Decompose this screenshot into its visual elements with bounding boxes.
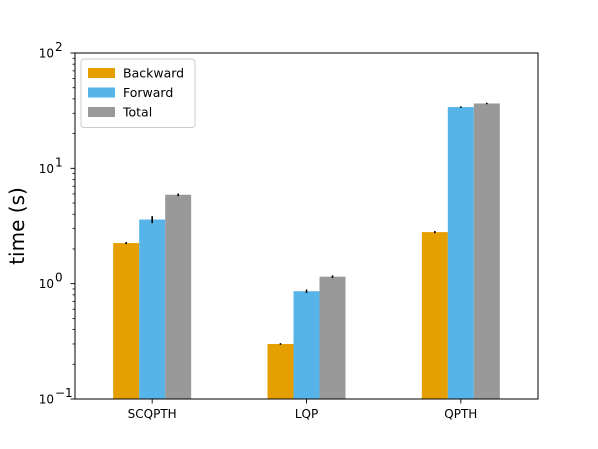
y-tick-label: 10 — [39, 47, 54, 61]
bar-backward-lqp — [267, 343, 294, 399]
bar-backward-scqpth — [113, 243, 140, 399]
y-axis-label: time (s) — [5, 187, 29, 265]
y-tick-exponent: 2 — [55, 40, 63, 54]
bar-forward-scqpth — [139, 219, 166, 399]
legend-label: Forward — [123, 85, 173, 100]
bars — [113, 103, 500, 399]
y-tick-label: 10 — [39, 277, 54, 291]
legend: Backward Forward Total — [80, 58, 196, 128]
x-tick-label: LQP — [295, 407, 318, 421]
bar-total-qpth — [473, 103, 500, 399]
x-axis-ticks: SCQPTH LQP QPTH — [128, 399, 477, 421]
y-tick-exponent: 0 — [55, 271, 63, 285]
bar-total-lqp — [319, 276, 346, 399]
legend-label: Backward — [123, 66, 184, 81]
y-tick-exponent: 1 — [55, 155, 63, 169]
legend-label: Total — [122, 105, 152, 120]
y-tick-exponent: −1 — [55, 386, 73, 400]
bar-forward-lqp — [293, 291, 320, 399]
legend-swatch-forward — [88, 87, 115, 98]
bar-total-scqpth — [165, 194, 192, 399]
bar-backward-qpth — [421, 232, 448, 399]
y-tick-label: 10 — [39, 162, 54, 176]
x-tick-label: SCQPTH — [128, 407, 177, 421]
bar-forward-qpth — [447, 107, 474, 399]
x-tick-label: QPTH — [444, 407, 477, 421]
legend-swatch-backward — [88, 68, 115, 78]
y-tick-label: 10 — [39, 393, 54, 407]
error-bars — [125, 102, 488, 345]
legend-swatch-total — [88, 107, 115, 117]
